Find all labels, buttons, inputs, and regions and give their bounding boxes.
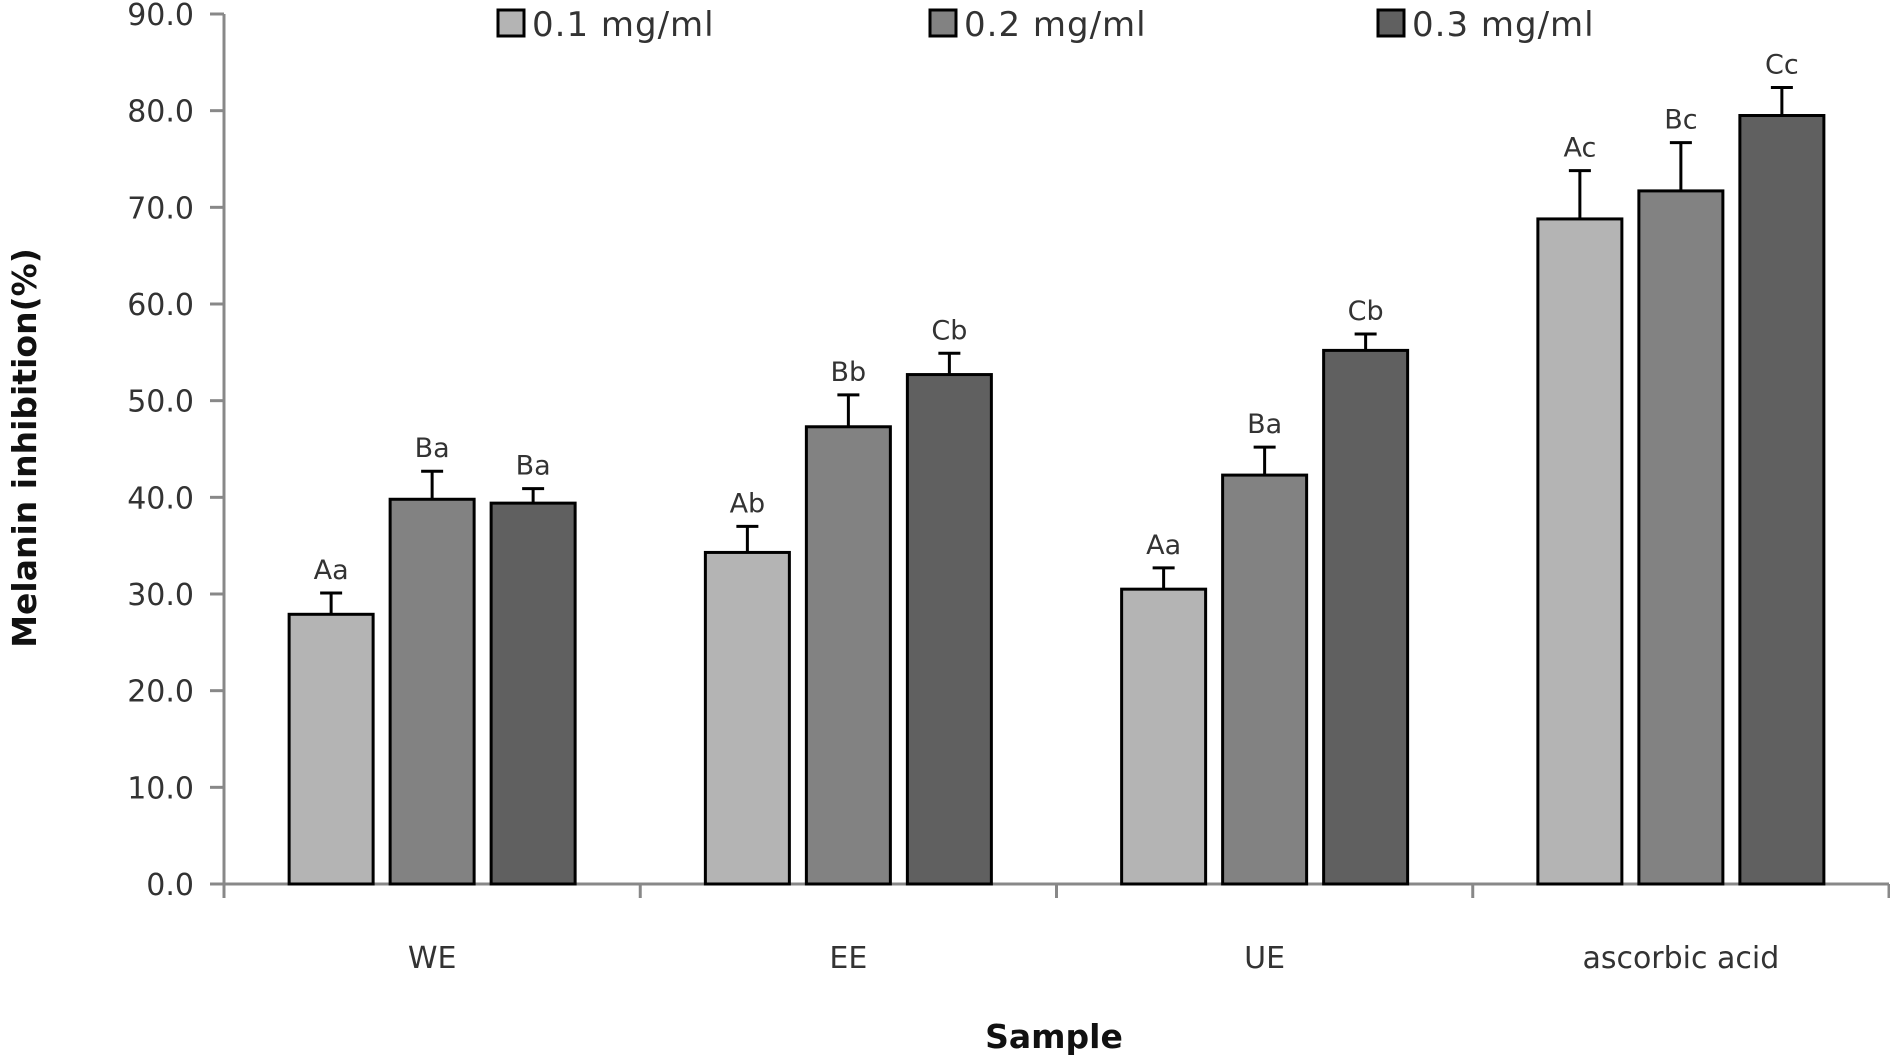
data-label: Ba xyxy=(1247,409,1282,440)
data-label: Ac xyxy=(1563,133,1596,164)
y-tick-label: 20.0 xyxy=(127,675,194,710)
y-tick-label: 80.0 xyxy=(127,95,194,130)
bar xyxy=(388,497,476,886)
bar xyxy=(703,550,791,886)
y-axis-title: Melanin inhibition(%) xyxy=(5,248,44,648)
data-label: Aa xyxy=(314,555,349,586)
data-label: Ba xyxy=(415,433,450,464)
data-label: Ab xyxy=(730,488,766,519)
y-tick-label: 70.0 xyxy=(127,191,194,226)
x-tick-label: EE xyxy=(829,941,867,976)
x-tick-label: WE xyxy=(408,941,457,976)
legend-label: 0.3 mg/ml xyxy=(1412,5,1595,45)
x-axis-title: Sample xyxy=(985,1017,1123,1056)
y-tick-label: 90.0 xyxy=(127,0,194,33)
bar xyxy=(804,425,892,886)
data-label: Cb xyxy=(1348,296,1384,327)
bar xyxy=(1322,348,1410,886)
legend-label: 0.2 mg/ml xyxy=(964,5,1147,45)
data-label: Ba xyxy=(516,451,551,482)
legend-swatch xyxy=(928,8,958,38)
data-label: Bb xyxy=(831,357,867,388)
bar xyxy=(1536,217,1624,886)
legend-swatch xyxy=(496,8,526,38)
data-label: Cc xyxy=(1765,49,1799,80)
bar xyxy=(1738,114,1826,886)
bar xyxy=(287,612,375,886)
legend-label: 0.1 mg/ml xyxy=(532,5,715,45)
y-tick-label: 30.0 xyxy=(127,578,194,613)
x-tick-label: UE xyxy=(1244,941,1285,976)
x-axis: WE EE UE ascorbic acid xyxy=(222,882,1890,976)
bar xyxy=(1120,587,1208,886)
y-tick-label: 10.0 xyxy=(127,771,194,806)
data-label: Cb xyxy=(931,315,967,346)
bar xyxy=(1221,473,1309,886)
legend-swatch xyxy=(1376,8,1406,38)
bar xyxy=(489,501,577,886)
data-label: Aa xyxy=(1146,530,1181,561)
y-tick-label: 40.0 xyxy=(127,481,194,516)
data-label: Bc xyxy=(1664,105,1697,136)
legend: 0.1 mg/ml 0.2 mg/ml 0.3 mg/ml xyxy=(496,5,1595,45)
y-tick-label: 50.0 xyxy=(127,385,194,420)
bar xyxy=(905,373,993,886)
y-axis: 0.0 10.0 20.0 30.0 40.0 50.0 60.0 70.0 80.0 90.0 xyxy=(127,0,226,903)
y-tick-label: 0.0 xyxy=(146,868,194,903)
bar xyxy=(1637,189,1725,886)
y-tick-label: 60.0 xyxy=(127,288,194,323)
bars: Aa Ab Aa Ac Ba Bb Ba Bc Ba Cb Cb Cc xyxy=(287,49,1826,886)
x-tick-label: ascorbic acid xyxy=(1582,941,1779,976)
